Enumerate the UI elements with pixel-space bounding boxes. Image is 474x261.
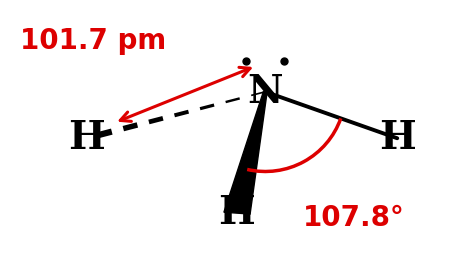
Text: H: H	[379, 119, 416, 157]
Text: H: H	[68, 119, 105, 157]
Text: H: H	[219, 194, 255, 232]
Text: 101.7 pm: 101.7 pm	[20, 27, 166, 55]
Text: 107.8°: 107.8°	[303, 204, 405, 232]
Text: N: N	[247, 73, 283, 111]
Polygon shape	[224, 92, 267, 214]
